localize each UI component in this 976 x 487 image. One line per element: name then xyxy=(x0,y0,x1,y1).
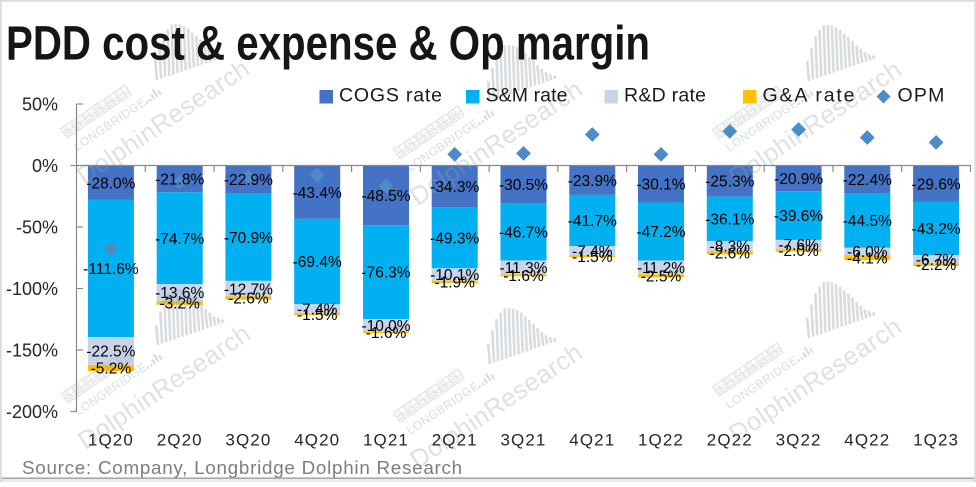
svg-text:-11.3%: -11.3% xyxy=(500,260,548,277)
svg-text:-3.2%: -3.2% xyxy=(159,296,200,313)
svg-text:3Q22: 3Q22 xyxy=(776,431,822,450)
svg-text:-70.9%: -70.9% xyxy=(224,230,273,247)
svg-text:-1.6%: -1.6% xyxy=(366,325,407,342)
svg-text:1Q20: 1Q20 xyxy=(88,431,134,450)
svg-text:-12.7%: -12.7% xyxy=(224,281,273,298)
svg-text:0%: 0% xyxy=(32,156,58,176)
svg-text:1Q23: 1Q23 xyxy=(913,431,959,450)
svg-text:R&D rate: R&D rate xyxy=(624,85,706,107)
svg-text:PDD cost & expense & Op margin: PDD cost & expense & Op margin xyxy=(6,18,650,71)
svg-text:-7.4%: -7.4% xyxy=(297,301,338,318)
svg-text:-7.6%: -7.6% xyxy=(778,237,819,254)
svg-text:-6.0%: -6.0% xyxy=(847,244,888,261)
svg-text:-6.7%: -6.7% xyxy=(916,252,957,269)
svg-text:-1.9%: -1.9% xyxy=(434,275,475,292)
svg-text:-43.2%: -43.2% xyxy=(912,221,961,238)
svg-text:-100%: -100% xyxy=(6,279,58,299)
svg-text:-28.0%: -28.0% xyxy=(86,175,135,192)
svg-text:-48.5%: -48.5% xyxy=(361,188,410,205)
svg-text:4Q22: 4Q22 xyxy=(844,431,890,450)
svg-text:3Q20: 3Q20 xyxy=(225,431,271,450)
svg-text:-76.3%: -76.3% xyxy=(361,265,410,282)
svg-text:-2.6%: -2.6% xyxy=(710,245,751,262)
svg-text:50%: 50% xyxy=(22,94,58,114)
svg-text:G&A rate: G&A rate xyxy=(763,85,855,107)
svg-text:OPM: OPM xyxy=(898,85,946,107)
svg-text:COGS rate: COGS rate xyxy=(339,85,442,107)
svg-text:-2.2%: -2.2% xyxy=(916,257,957,274)
svg-text:-20.9%: -20.9% xyxy=(774,171,823,188)
svg-text:2Q20: 2Q20 xyxy=(157,431,203,450)
svg-text:-49.3%: -49.3% xyxy=(430,231,479,248)
svg-text:-2.0%: -2.0% xyxy=(778,243,819,260)
svg-text:-29.6%: -29.6% xyxy=(912,176,961,193)
svg-text:-111.6%: -111.6% xyxy=(83,261,139,278)
svg-text:S&M rate: S&M rate xyxy=(486,85,568,107)
svg-text:-5.2%: -5.2% xyxy=(91,361,132,378)
svg-text:-2.5%: -2.5% xyxy=(641,269,682,286)
svg-text:-36.1%: -36.1% xyxy=(705,211,754,228)
svg-text:-34.3%: -34.3% xyxy=(430,179,479,196)
svg-text:-46.7%: -46.7% xyxy=(499,224,548,241)
svg-text:-43.4%: -43.4% xyxy=(293,185,342,202)
svg-text:-1.5%: -1.5% xyxy=(572,249,613,266)
svg-text:-44.5%: -44.5% xyxy=(843,213,892,230)
svg-text:-41.7%: -41.7% xyxy=(568,213,617,230)
svg-text:-74.7%: -74.7% xyxy=(155,231,204,248)
svg-text:-25.3%: -25.3% xyxy=(705,174,754,191)
svg-text:2Q21: 2Q21 xyxy=(432,431,478,450)
svg-text:-22.9%: -22.9% xyxy=(224,172,273,189)
svg-text:Source: Company, Longbridge Do: Source: Company, Longbridge Dolphin Rese… xyxy=(22,457,463,478)
svg-text:-21.8%: -21.8% xyxy=(155,172,204,189)
svg-text:1Q21: 1Q21 xyxy=(363,431,409,450)
svg-text:-2.6%: -2.6% xyxy=(228,291,269,308)
svg-text:-8.3%: -8.3% xyxy=(710,239,751,256)
svg-text:3Q21: 3Q21 xyxy=(501,431,547,450)
svg-text:-10.1%: -10.1% xyxy=(430,267,479,284)
svg-text:-22.4%: -22.4% xyxy=(843,172,892,189)
svg-text:-50%: -50% xyxy=(16,217,58,237)
svg-text:-47.2%: -47.2% xyxy=(636,224,685,241)
svg-text:-200%: -200% xyxy=(6,402,58,422)
svg-text:-7.4%: -7.4% xyxy=(572,243,613,260)
svg-text:-22.5%: -22.5% xyxy=(86,344,135,361)
svg-text:1Q22: 1Q22 xyxy=(638,431,684,450)
svg-text:-30.1%: -30.1% xyxy=(636,177,685,194)
svg-text:-13.6%: -13.6% xyxy=(155,285,204,302)
svg-text:-69.4%: -69.4% xyxy=(293,254,342,271)
svg-text:-23.9%: -23.9% xyxy=(568,173,617,190)
svg-text:4Q20: 4Q20 xyxy=(294,431,340,450)
svg-text:4Q21: 4Q21 xyxy=(569,431,615,450)
svg-text:-39.6%: -39.6% xyxy=(774,208,823,225)
svg-text:-4.1%: -4.1% xyxy=(847,250,888,267)
svg-text:-11.2%: -11.2% xyxy=(637,260,685,277)
svg-text:-150%: -150% xyxy=(6,340,58,360)
svg-text:-10.0%: -10.0% xyxy=(361,318,410,335)
svg-text:-1.6%: -1.6% xyxy=(503,268,544,285)
svg-text:2Q22: 2Q22 xyxy=(707,431,753,450)
svg-text:-1.5%: -1.5% xyxy=(297,307,338,324)
svg-text:-30.5%: -30.5% xyxy=(499,177,548,194)
